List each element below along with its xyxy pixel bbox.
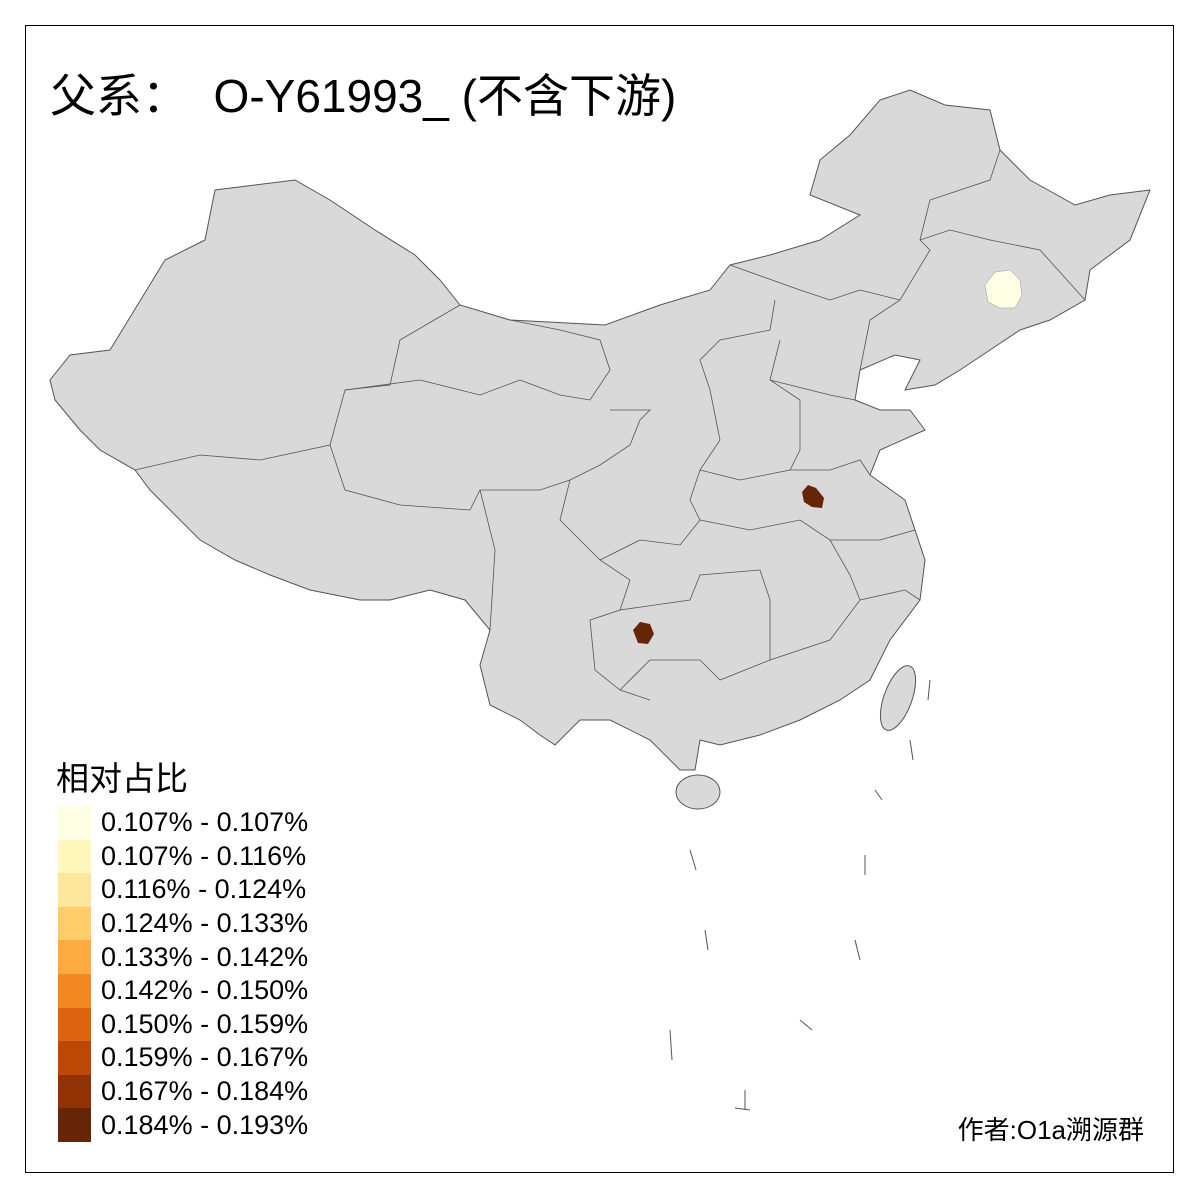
legend-label: 0.184% - 0.193% — [101, 1109, 309, 1140]
legend-swatch — [58, 839, 91, 874]
legend-title: 相对占比 — [56, 759, 188, 798]
legend: 0.107% - 0.107% 0.107% - 0.116% 0.116% - 0… — [58, 806, 308, 1142]
legend-item: 0.107% - 0.116% — [58, 839, 308, 874]
legend-label: 0.107% - 0.116% — [101, 840, 307, 871]
legend-label: 0.159% - 0.167% — [101, 1042, 309, 1073]
region-anhui-highlight — [802, 485, 824, 508]
legend-item: 0.142% - 0.150% — [58, 973, 309, 1008]
legend-swatch — [58, 906, 91, 941]
taiwan-island — [879, 665, 917, 731]
region-guizhou-highlight — [633, 622, 654, 644]
south-china-sea-islands — [669, 679, 931, 1111]
legend-item: 0.159% - 0.167% — [58, 1041, 308, 1075]
legend-swatch — [58, 1041, 91, 1075]
legend-swatch — [58, 1108, 91, 1142]
legend-swatch — [58, 973, 91, 1008]
legend-swatch — [58, 940, 91, 974]
china-mainland — [49, 89, 1151, 771]
legend-swatch — [58, 873, 91, 907]
legend-item: 0.124% - 0.133% — [58, 906, 309, 941]
legend-label: 0.142% - 0.150% — [101, 975, 309, 1006]
author-credit: 作者:O1a溯源群 — [957, 1115, 1144, 1145]
legend-label: 0.116% - 0.124% — [101, 874, 307, 905]
legend-label: 0.133% - 0.142% — [101, 941, 309, 972]
province-borders — [134, 149, 1086, 701]
legend-label: 0.124% - 0.133% — [101, 908, 309, 939]
hainan-island — [675, 774, 721, 810]
legend-label: 0.150% - 0.159% — [101, 1008, 309, 1039]
legend-swatch — [58, 1007, 91, 1042]
map-frame — [25, 25, 1174, 1173]
legend-item: 0.133% - 0.142% — [58, 940, 308, 974]
region-northeast-highlight — [984, 269, 1023, 309]
legend-item: 0.116% - 0.124% — [58, 873, 308, 907]
legend-swatch — [58, 1074, 91, 1109]
legend-label: 0.167% - 0.184% — [101, 1076, 309, 1107]
legend-item: 0.150% - 0.159% — [58, 1007, 309, 1042]
legend-item: 0.107% - 0.107% — [58, 806, 308, 840]
legend-item: 0.184% - 0.193% — [58, 1108, 308, 1142]
legend-label: 0.107% - 0.107% — [101, 807, 309, 838]
legend-item: 0.167% - 0.184% — [58, 1074, 309, 1109]
legend-swatch — [58, 806, 91, 840]
map-title: 父系： O-Y61993_ (不含下游) — [50, 70, 677, 122]
